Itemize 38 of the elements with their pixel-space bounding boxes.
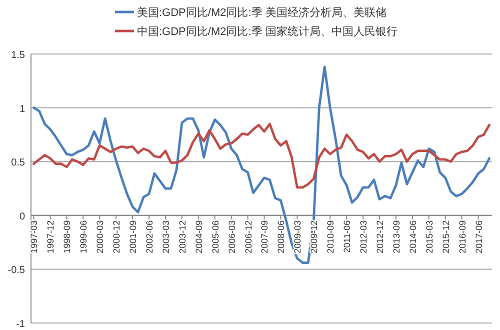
y-tick-label: 1.5: [11, 50, 26, 61]
x-tick-label: 2012-03: [358, 220, 369, 254]
x-tick-label: 2007-09: [260, 220, 270, 254]
x-tick-label: 2001-09: [128, 220, 138, 254]
x-tick-label: 2006-12: [243, 220, 254, 254]
line-series: [32, 66, 490, 264]
y-tick-label: 1: [19, 104, 26, 115]
y-tick-label: -1: [16, 319, 26, 330]
x-tick-label: 2008-06: [276, 220, 286, 254]
x-tick-label: 2012-12: [374, 220, 385, 254]
x-tick-label: 2003-03: [160, 220, 171, 254]
x-tick-label: 2000-12: [112, 220, 122, 254]
x-tick-label: 2004-09: [194, 220, 204, 254]
x-tick-label: 2013-09: [391, 220, 402, 254]
legend-label: 美国:GDP同比/M2同比:季 美国经济分析局、美联储: [137, 6, 386, 19]
x-tick-label: 1997-03: [29, 220, 40, 254]
y-tick-label: -0.5: [8, 265, 26, 276]
line-series: [32, 122, 490, 189]
x-tick-label: 2014-06: [408, 220, 418, 254]
x-tick-label: 1998-09: [62, 220, 72, 254]
y-tick-label: 0: [19, 211, 26, 222]
x-tick-label: 2015-12: [440, 220, 451, 254]
x-tick-label: 2009-03: [292, 220, 303, 254]
x-tick-label: 2016-09: [457, 220, 468, 254]
x-tick-label: 2003-12: [177, 220, 188, 254]
x-tick-label: 2015-03: [424, 220, 434, 254]
x-tick-label: 2010-09: [326, 220, 336, 254]
legend-label: 中国:GDP同比/M2同比:季 国家统计局、中国人民银行: [137, 25, 398, 38]
x-tick-label: 2009-12: [309, 220, 320, 254]
x-tick-label: 2006-03: [226, 220, 237, 254]
y-tick-label: 0.5: [11, 158, 26, 169]
x-tick-label: 2017-06: [474, 220, 484, 254]
x-tick-label: 2000-03: [95, 220, 106, 254]
x-tick-label: 2011-06: [342, 220, 352, 253]
x-tick-label: 1999-06: [78, 220, 89, 254]
x-tick-label: 2005-06: [210, 220, 220, 254]
x-tick-label: 1997-12: [46, 220, 56, 254]
x-tick-label: 2002-06: [144, 220, 154, 254]
